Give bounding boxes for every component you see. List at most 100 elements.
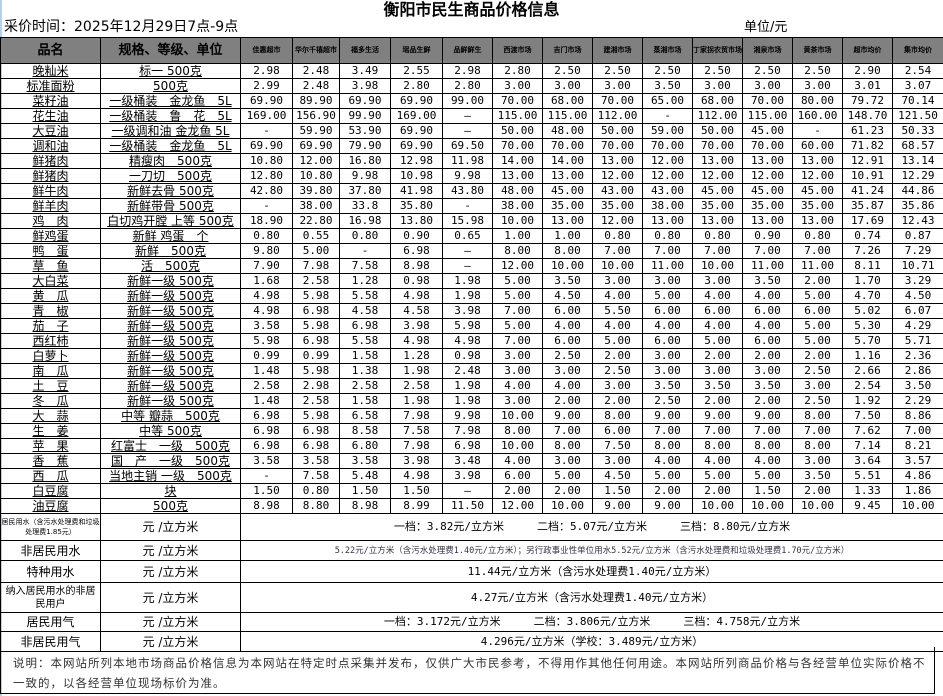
product-spec: 红富士 一级 500克: [100, 438, 241, 454]
price-cell: 13.00: [542, 213, 593, 229]
price-cell: 69.90: [390, 93, 443, 109]
table-row: 西红柿 新鲜一级 500克 5.98 6.98 5.58 4.98 4.98 7.00 6.00…: [0, 333, 943, 349]
product-name: 晚籼米: [0, 63, 101, 79]
price-cell: 2.00: [742, 348, 793, 364]
price-cell: 3.00: [692, 273, 743, 289]
price-cell: -: [792, 123, 843, 139]
price-cell: 6.98: [240, 423, 293, 439]
price-cell: 7.58: [339, 258, 391, 274]
price-cell: 2.50: [792, 63, 843, 79]
price-cell: 5.58: [339, 288, 391, 304]
product-spec: 一级桶装 金龙鱼 5L: [100, 138, 241, 154]
price-cell: 13.00: [492, 168, 543, 184]
price-cell: 2.00: [692, 483, 743, 499]
price-cell: 7.58: [390, 423, 443, 439]
price-cell: 2.36: [892, 348, 943, 364]
price-cell: 12.91: [842, 153, 893, 169]
price-cell: 8.98: [240, 498, 293, 514]
utility-unit: 元 /立方米: [100, 513, 241, 541]
price-cell: 2.00: [542, 393, 593, 409]
price-cell: 1.48: [240, 393, 293, 409]
price-cell: 7.29: [892, 243, 943, 259]
price-cell: 3.57: [892, 453, 943, 469]
price-cell: 2.58: [292, 273, 340, 289]
price-cell: 9.00: [642, 408, 693, 424]
price-cell: 10.00: [592, 258, 643, 274]
price-cell: 5.00: [542, 468, 593, 484]
price-cell: 3.98: [390, 453, 443, 469]
price-cell: 10.00: [492, 213, 543, 229]
price-cell: 5.00: [692, 468, 743, 484]
price-cell: 45.00: [692, 183, 743, 199]
header-market: 西渡市场: [492, 37, 543, 64]
price-cell: 6.00: [542, 333, 593, 349]
price-cell: 5.98: [292, 408, 340, 424]
price-cell: 4.98: [390, 288, 443, 304]
price-cell: 13.00: [742, 153, 793, 169]
price-cell: 0.80: [240, 228, 293, 244]
price-cell: 1.28: [390, 348, 443, 364]
price-cell: 41.24: [842, 183, 893, 199]
product-spec: 500克: [100, 78, 241, 94]
price-cell: 10.00: [542, 498, 593, 514]
price-cell: 6.98: [339, 318, 391, 334]
price-cell: 8.86: [892, 408, 943, 424]
price-cell: 3.98: [442, 303, 493, 319]
price-cell: 2.50: [592, 63, 643, 79]
product-name: 鸡 肉: [0, 213, 101, 229]
table-row: 大 蒜中等 瓣蒜 500克 6.98 5.98 6.58 7.98 9.98 10.00 9.…: [0, 408, 943, 424]
utility-unit: 元 /立方米: [100, 540, 241, 561]
price-cell: 7.00: [692, 243, 743, 259]
utility-unit: 元 /立方米: [100, 582, 241, 613]
price-cell: 13.00: [692, 213, 743, 229]
utility-row: 纳入居民用水的非居民用户元 /立方米 4.27元/立方米（含污水处理费1.40元/…: [0, 582, 943, 613]
price-cell: 169.00: [390, 108, 443, 124]
price-cell: 1.98: [390, 393, 443, 409]
price-cell: 11.00: [642, 258, 693, 274]
price-cell: 1.68: [240, 273, 293, 289]
price-cell: 11.00: [792, 258, 843, 274]
price-cell: 68.00: [542, 93, 593, 109]
price-cell: 3.00: [542, 78, 593, 94]
price-cell: 3.50: [892, 378, 943, 394]
price-cell: 43.80: [442, 183, 493, 199]
price-cell: 1.98: [442, 393, 493, 409]
table-row: 油豆腐 500克 8.98 8.80 8.98 8.99 11.50 12.00 10.00 9.…: [0, 498, 943, 514]
price-cell: 10.80: [292, 168, 340, 184]
price-cell: 35.00: [692, 198, 743, 214]
price-cell: 4.00: [542, 378, 593, 394]
price-cell: 70.00: [592, 93, 643, 109]
product-name: 草 鱼: [0, 258, 101, 274]
price-cell: 6.00: [692, 303, 743, 319]
product-name: 青 椒: [0, 303, 101, 319]
product-spec: 一级桶装 鲁 花 5L: [100, 108, 241, 124]
price-cell: 2.55: [390, 63, 443, 79]
price-cell: 8.21: [892, 438, 943, 454]
price-cell: 8.58: [339, 423, 391, 439]
price-cell: 5.00: [742, 468, 793, 484]
price-cell: 2.58: [240, 378, 293, 394]
price-cell: 2.50: [542, 348, 593, 364]
price-cell: 13.14: [892, 153, 943, 169]
price-cell: 5.00: [492, 318, 543, 334]
price-cell: 17.69: [842, 213, 893, 229]
price-cell: 7.98: [442, 423, 493, 439]
price-cell: 2.98: [292, 378, 340, 394]
price-cell: 9.00: [592, 498, 643, 514]
price-cell: 3.50: [642, 378, 693, 394]
price-cell: 6.98: [292, 303, 340, 319]
price-cell: 45.00: [742, 183, 793, 199]
utility-price: 4.27元/立方米（含污水处理费1.40元/立方米）: [240, 582, 943, 613]
price-cell: 35.86: [892, 198, 943, 214]
price-cell: 115.00: [492, 108, 543, 124]
price-cell: 1.70: [842, 273, 893, 289]
header-market: 丁家拐农贸市场: [692, 37, 743, 64]
product-name: 大豆油: [0, 123, 101, 139]
price-cell: 10.80: [240, 153, 293, 169]
price-cell: 0.99: [240, 348, 293, 364]
price-cell: 4.00: [542, 318, 593, 334]
price-cell: 70.00: [492, 138, 543, 154]
price-cell: 69.90: [240, 138, 293, 154]
price-cell: 38.00: [642, 198, 693, 214]
price-cell: 6.00: [642, 303, 693, 319]
